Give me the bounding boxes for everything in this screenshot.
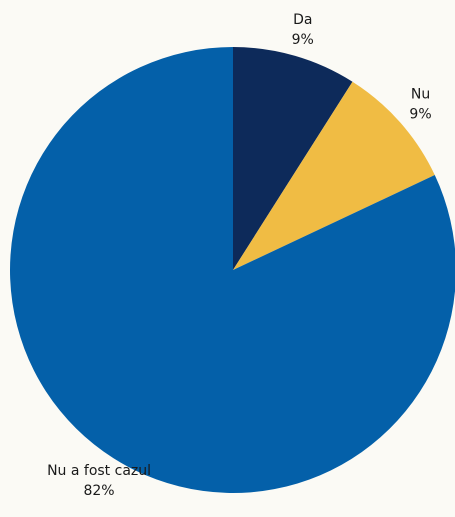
- slice-value-label: 9%: [409, 107, 431, 123]
- pie-slice: [10, 47, 455, 493]
- slice-value-label: 9%: [292, 32, 314, 48]
- slice-label: Nu a fost cazul: [47, 463, 151, 479]
- slice-label: Da: [293, 12, 312, 28]
- pie-slice: [233, 81, 435, 270]
- pie-slice: [233, 47, 353, 270]
- slice-label: Nu: [411, 87, 430, 103]
- slice-value-label: 82%: [83, 483, 114, 499]
